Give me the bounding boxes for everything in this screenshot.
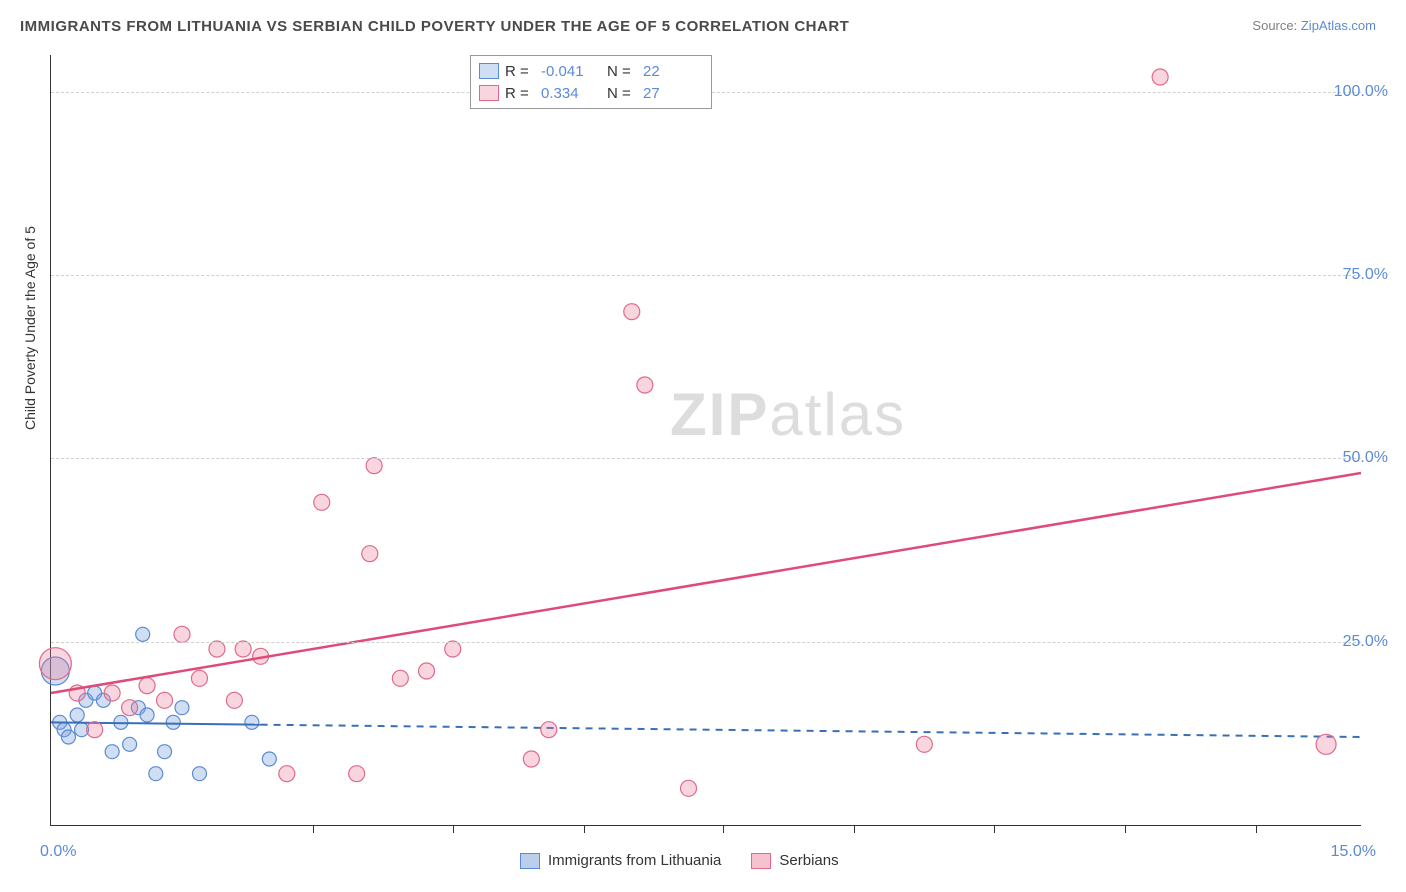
data-point (314, 494, 330, 510)
data-point (87, 722, 103, 738)
y-tick-label: 100.0% (1334, 83, 1388, 101)
data-point (523, 751, 539, 767)
x-tick (453, 825, 454, 833)
stat-label-n: N = (607, 85, 637, 102)
data-point (191, 670, 207, 686)
data-point (1316, 734, 1336, 754)
data-point (637, 377, 653, 393)
data-point (419, 663, 435, 679)
data-point (105, 745, 119, 759)
y-tick-label: 75.0% (1343, 266, 1388, 284)
x-tick (584, 825, 585, 833)
data-point (279, 766, 295, 782)
source-link[interactable]: ZipAtlas.com (1301, 18, 1376, 33)
y-tick-label: 25.0% (1343, 633, 1388, 651)
x-tick-label-min: 0.0% (40, 843, 76, 861)
legend-swatch (751, 853, 771, 869)
data-point (61, 730, 75, 744)
data-point (624, 304, 640, 320)
data-point (122, 700, 138, 716)
data-point (362, 546, 378, 562)
data-point (166, 715, 180, 729)
stat-value-n: 22 (643, 63, 703, 80)
data-point (445, 641, 461, 657)
data-point (392, 670, 408, 686)
gridline (51, 458, 1361, 459)
data-point (39, 648, 71, 680)
data-point (70, 708, 84, 722)
source-attribution: Source: ZipAtlas.com (1252, 18, 1376, 33)
stat-value-r: 0.334 (541, 85, 601, 102)
x-tick (313, 825, 314, 833)
y-axis-label: Child Poverty Under the Age of 5 (22, 226, 38, 430)
data-point (175, 701, 189, 715)
legend-item: Serbians (751, 852, 838, 869)
stats-legend-row: R = -0.041 N = 22 (479, 60, 703, 82)
data-point (262, 752, 276, 766)
stats-legend-row: R = 0.334 N = 27 (479, 82, 703, 104)
x-tick-label-max: 15.0% (1331, 843, 1376, 861)
x-tick (723, 825, 724, 833)
data-point (174, 626, 190, 642)
data-point (158, 745, 172, 759)
data-point (235, 641, 251, 657)
x-tick (1256, 825, 1257, 833)
data-point (245, 715, 259, 729)
data-point (104, 685, 120, 701)
x-tick (1125, 825, 1126, 833)
stat-value-n: 27 (643, 85, 703, 102)
chart-title: IMMIGRANTS FROM LITHUANIA VS SERBIAN CHI… (20, 18, 849, 35)
trend-line-extrapolated (261, 725, 1361, 737)
data-point (192, 767, 206, 781)
gridline (51, 642, 1361, 643)
data-point (1152, 69, 1168, 85)
x-tick (994, 825, 995, 833)
gridline (51, 275, 1361, 276)
data-point (541, 722, 557, 738)
plot-area (50, 55, 1361, 826)
data-point (226, 692, 242, 708)
stat-value-r: -0.041 (541, 63, 601, 80)
legend-item: Immigrants from Lithuania (520, 852, 721, 869)
data-point (139, 678, 155, 694)
legend-label: Immigrants from Lithuania (548, 852, 721, 869)
legend-swatch (479, 85, 499, 101)
data-point (366, 458, 382, 474)
legend-swatch (479, 63, 499, 79)
stats-legend: R = -0.041 N = 22 R = 0.334 N = 27 (470, 55, 712, 109)
stat-label-r: R = (505, 85, 535, 102)
data-point (140, 708, 154, 722)
data-point (349, 766, 365, 782)
data-point (916, 736, 932, 752)
x-tick (854, 825, 855, 833)
data-point (123, 737, 137, 751)
data-point (157, 692, 173, 708)
chart-svg (51, 55, 1361, 825)
y-tick-label: 50.0% (1343, 449, 1388, 467)
data-point (149, 767, 163, 781)
legend-swatch (520, 853, 540, 869)
legend-label: Serbians (779, 852, 838, 869)
series-legend: Immigrants from Lithuania Serbians (520, 852, 839, 869)
data-point (209, 641, 225, 657)
data-point (136, 627, 150, 641)
stat-label-n: N = (607, 63, 637, 80)
source-label: Source: (1252, 18, 1297, 33)
stat-label-r: R = (505, 63, 535, 80)
trend-line (51, 473, 1361, 693)
data-point (681, 780, 697, 796)
